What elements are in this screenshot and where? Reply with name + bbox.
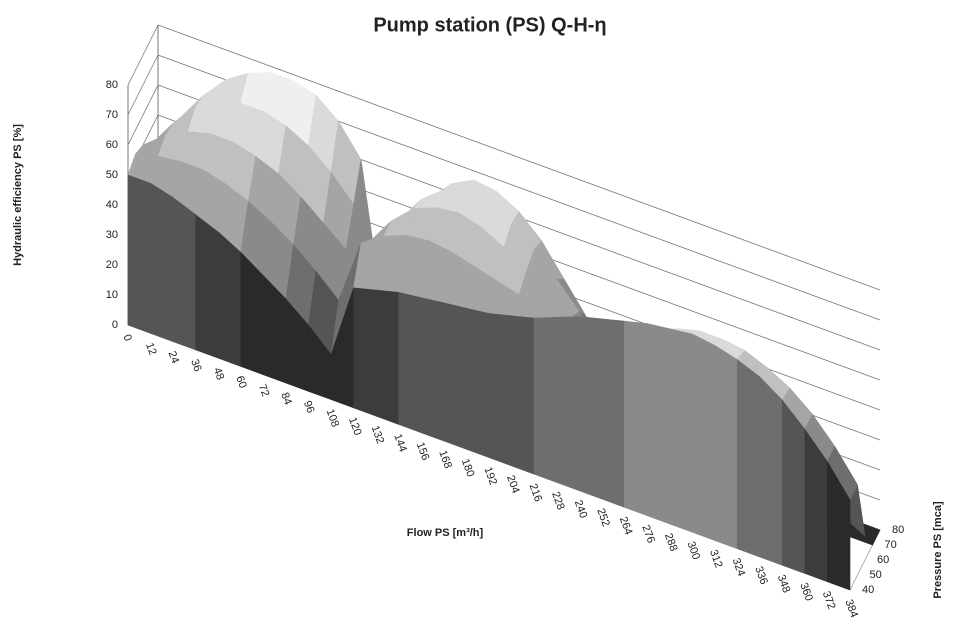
- front-wall: [533, 316, 558, 483]
- z-tick-label: 50: [870, 569, 882, 581]
- x-tick-label: 288: [662, 532, 680, 553]
- y-tick-label: 40: [106, 199, 118, 211]
- front-wall: [624, 320, 648, 516]
- x-tick-label: 336: [752, 565, 770, 586]
- z-tick-label: 60: [877, 554, 889, 566]
- x-tick-label: 372: [820, 590, 838, 611]
- x-tick-label: 84: [278, 391, 293, 407]
- y-tick-label: 80: [106, 79, 118, 91]
- x-tick-label: 312: [707, 548, 725, 569]
- x-tick-label: 192: [481, 465, 499, 486]
- x-tick-label: 108: [324, 407, 342, 428]
- grid-line: [127, 84, 159, 146]
- front-wall: [578, 316, 603, 500]
- x-tick-label: 96: [301, 399, 316, 415]
- front-wall: [714, 344, 738, 550]
- x-tick-label: 300: [685, 540, 703, 561]
- y-tick-label: 30: [106, 229, 118, 241]
- front-wall: [218, 231, 242, 367]
- x-tick-label: 156: [414, 441, 432, 462]
- front-wall: [669, 328, 693, 533]
- front-wall: [556, 316, 580, 492]
- x-tick-label: 276: [639, 523, 657, 544]
- front-wall: [759, 376, 783, 566]
- z-tick-label: 70: [885, 539, 897, 551]
- x-tick-label: 360: [797, 581, 815, 602]
- front-wall: [827, 460, 851, 591]
- y-tick-label: 0: [112, 319, 118, 331]
- x-tick-label: 24: [166, 350, 181, 366]
- front-wall: [375, 289, 400, 425]
- x-tick-label: 228: [549, 490, 567, 511]
- z-tick-label: 40: [862, 584, 874, 596]
- x-tick-label: 384: [842, 598, 860, 619]
- z-tick-label: 80: [892, 524, 904, 536]
- y-tick-label: 60: [106, 139, 118, 151]
- front-wall: [398, 292, 422, 434]
- x-tick-label: 144: [391, 432, 409, 453]
- front-wall: [646, 323, 670, 525]
- front-wall: [466, 307, 490, 458]
- x-tick-label: 132: [369, 424, 387, 445]
- grid-line: [157, 24, 881, 291]
- x-axis-label: Flow PS [m³/h]: [407, 527, 484, 539]
- front-wall: [195, 214, 219, 359]
- x-tick-label: 324: [730, 557, 748, 578]
- front-wall: [353, 287, 377, 417]
- front-wall: [150, 182, 174, 343]
- x-tick-label: 60: [233, 374, 248, 390]
- x-tick-label: 12: [143, 341, 158, 357]
- front-wall: [601, 318, 625, 508]
- front-wall: [127, 174, 151, 334]
- front-wall: [691, 333, 715, 541]
- front-wall: [736, 358, 761, 558]
- x-tick-label: 180: [459, 457, 477, 478]
- y-tick-label: 20: [106, 259, 118, 271]
- x-tick-label: 168: [436, 449, 454, 470]
- x-tick-label: 240: [572, 499, 590, 520]
- y-tick-label: 70: [106, 109, 118, 121]
- x-tick-label: 72: [256, 383, 271, 399]
- y-axis-label: Hydraulic efficiency PS [%]: [12, 124, 24, 266]
- x-tick-label: 252: [594, 507, 612, 528]
- x-tick-label: 48: [211, 366, 226, 382]
- front-wall: [488, 313, 512, 467]
- front-wall: [420, 297, 445, 442]
- front-wall: [781, 399, 806, 574]
- x-tick-label: 120: [346, 416, 364, 437]
- x-tick-label: 0: [120, 333, 133, 343]
- chart-title: Pump station (PS) Q-H-η: [373, 14, 606, 36]
- front-wall: [511, 315, 535, 475]
- y-tick-label: 10: [106, 289, 118, 301]
- grid-line: [127, 24, 159, 86]
- x-tick-label: 204: [504, 474, 522, 495]
- x-tick-label: 348: [775, 573, 793, 594]
- z-axis-label: Pressure PS [mca]: [932, 501, 944, 599]
- front-wall: [443, 302, 467, 450]
- x-tick-label: 36: [188, 358, 203, 374]
- y-tick-label: 50: [106, 169, 118, 181]
- x-tick-label: 264: [617, 515, 635, 536]
- x-tick-label: 216: [527, 482, 545, 503]
- front-wall: [172, 196, 196, 351]
- grid-line: [127, 54, 159, 116]
